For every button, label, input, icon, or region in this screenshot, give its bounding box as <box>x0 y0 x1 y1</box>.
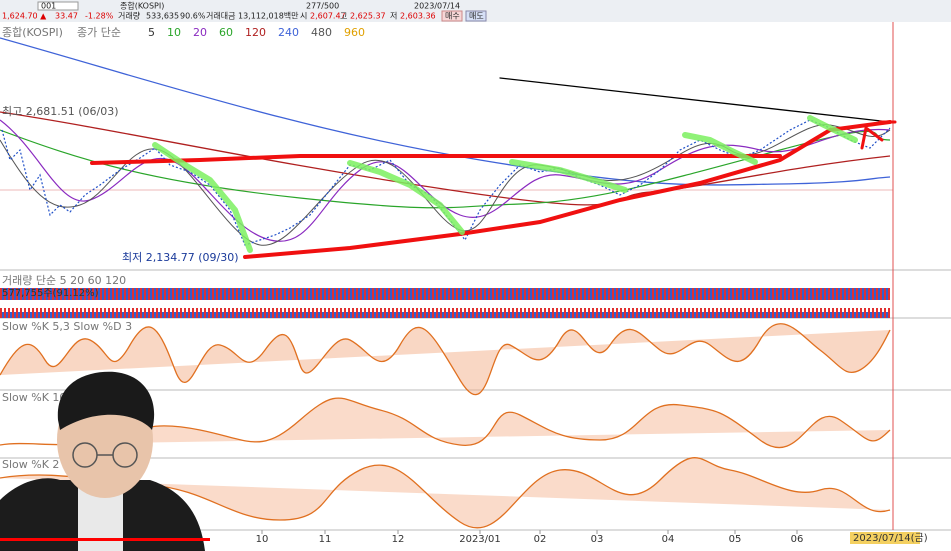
video-progress <box>0 538 210 541</box>
cursor-date-box <box>850 532 920 544</box>
ma-label: 종가 단순 <box>77 26 121 39</box>
ma-period: 10 <box>167 26 181 39</box>
code-box[interactable] <box>37 1 79 11</box>
price: 1,624.70 ▲ <box>2 12 47 21</box>
stoch-legend: Slow %K 5,3 Slow %D 3 <box>2 320 132 333</box>
ma-period: 120 <box>245 26 266 39</box>
ma-period: 60 <box>219 26 233 39</box>
volume-pct: 90.6% <box>180 12 206 21</box>
date: 2023/07/14 <box>414 2 460 11</box>
cursor-date: 2023/07/14(금) <box>853 532 928 544</box>
panel-title: 종합(KOSPI) <box>2 26 63 39</box>
ma-period: 5 <box>148 26 155 39</box>
x-tick-label: 05 <box>729 534 742 545</box>
x-tick-label: 03 <box>591 534 604 545</box>
high: 2,625.37 <box>350 12 386 21</box>
high-label: 고 <box>340 12 347 21</box>
x-tick-label: 06 <box>791 534 804 545</box>
x-tick-label: 02 <box>534 534 547 545</box>
ma-legend: 5 10 20 60 120 240 480 960 <box>148 26 365 39</box>
ma-period: 960 <box>344 26 365 39</box>
volume-bars <box>0 288 890 318</box>
change: 33.47 <box>55 12 78 21</box>
stochastics <box>0 323 891 529</box>
volume-label: 거래량 <box>118 11 141 21</box>
buy-button[interactable] <box>441 10 463 22</box>
ma-period: 240 <box>278 26 299 39</box>
stoch-legend: Slow %K 2 <box>2 458 59 471</box>
open: 2,607.47 <box>310 12 346 21</box>
x-axis: 10 11 12 2023/01 02 03 04 05 06 <box>256 530 804 545</box>
low: 2,603.36 <box>400 12 436 21</box>
low-note: 최저 2,134.77 (09/30) <box>122 251 239 264</box>
code: 001 <box>41 2 56 11</box>
sell-button[interactable] <box>465 10 487 22</box>
volume: 533,635 <box>146 12 179 21</box>
x-tick-label: 10 <box>256 534 269 545</box>
open-label: 시 <box>300 12 307 21</box>
volume-legend: 거래량 단순 5 20 60 120 <box>2 274 126 287</box>
volume-value: 577,755주(91.12%) <box>2 288 99 299</box>
x-tick-label: 04 <box>662 534 675 545</box>
amount-label: 거래대금 <box>206 12 235 21</box>
presenter <box>0 371 205 551</box>
annotations <box>90 77 897 259</box>
count: 277/500 <box>306 2 339 11</box>
index-name: 종합(KOSPI) <box>120 2 164 11</box>
amount: 13,112,018백만 <box>238 11 299 21</box>
sell: 매도 <box>469 12 484 21</box>
ma-period: 20 <box>193 26 207 39</box>
price-trace <box>1 119 891 246</box>
buy: 매수 <box>445 12 460 21</box>
x-tick-label: 12 <box>392 534 405 545</box>
low-label: 저 <box>390 12 397 21</box>
x-tick-label: 11 <box>319 534 332 545</box>
x-tick-label: 2023/01 <box>459 534 501 545</box>
ma-period: 480 <box>311 26 332 39</box>
high-note: 최고 2,681.51 (06/03) <box>2 105 119 118</box>
stoch-legend: Slow %K 10 <box>2 391 66 404</box>
change-pct: -1.28% <box>85 12 114 21</box>
